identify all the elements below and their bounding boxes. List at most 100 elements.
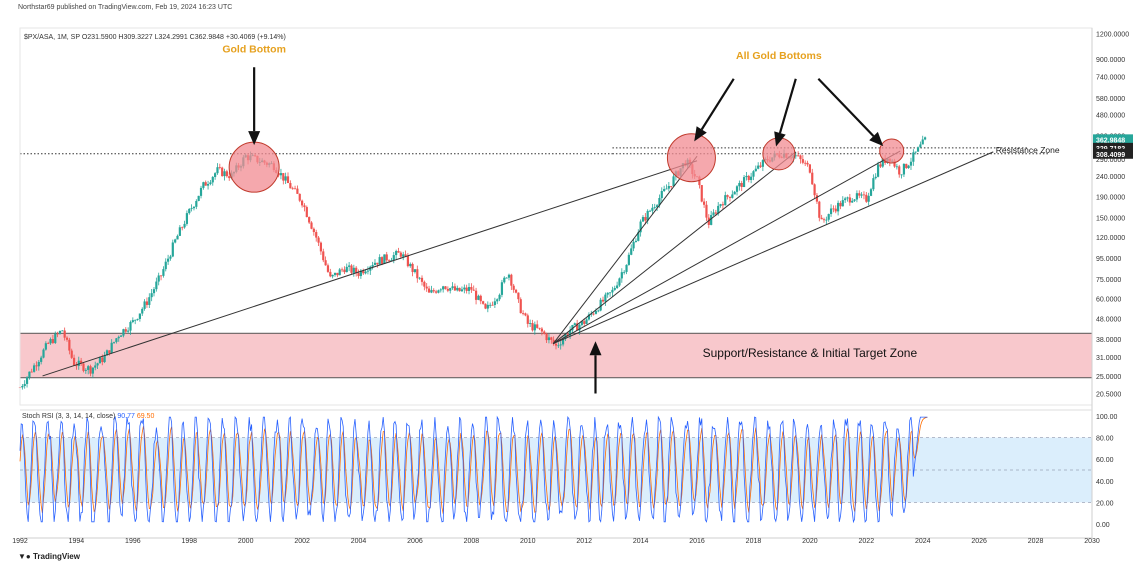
candle-body (538, 327, 541, 329)
y-tick-label: 480.0000 (1096, 113, 1125, 120)
candle-body (484, 303, 487, 309)
trendline (552, 151, 797, 345)
y-tick-label: 740.0000 (1096, 74, 1125, 81)
candle-body (75, 365, 78, 367)
candle-body (837, 202, 840, 212)
candle-body (286, 176, 290, 184)
candle-body (340, 269, 344, 271)
candle-body (122, 329, 125, 336)
candle-body (94, 365, 97, 368)
stoch-k-line (19, 415, 928, 524)
candle-body (96, 363, 99, 366)
x-tick-label: 2012 (576, 538, 592, 545)
candle-body (453, 286, 457, 291)
annotation-label: Gold Bottom (222, 43, 286, 55)
candle-body (627, 254, 630, 265)
candle-body (28, 371, 31, 378)
candle-body (329, 271, 332, 277)
candle-body (630, 248, 633, 255)
candle-body (54, 333, 57, 343)
gold-bottom-circle (879, 138, 905, 164)
tv-logo-text: TradingView (32, 552, 80, 561)
candle-body (458, 287, 461, 292)
candle-body (164, 261, 167, 270)
candle-body (199, 187, 203, 196)
candle-body (583, 321, 586, 324)
candle-body (750, 176, 753, 180)
candle-body (710, 215, 713, 225)
candle-body (298, 193, 301, 201)
candle-body (68, 339, 71, 351)
candle-body (733, 191, 736, 195)
x-tick-label: 2024 (915, 538, 931, 545)
candle-body (371, 265, 374, 267)
candle-body (155, 281, 158, 290)
candle-body (49, 339, 52, 344)
candle-body (355, 267, 358, 273)
candle-body (529, 323, 532, 324)
candle-body (489, 304, 492, 306)
candle-body (301, 200, 304, 206)
candle-body (385, 254, 388, 261)
publish-header: Northstar69 published on TradingView.com… (18, 4, 233, 11)
candle-body (559, 344, 562, 346)
candle-body (218, 167, 221, 169)
candle-body (112, 341, 116, 343)
candle-body (397, 250, 400, 253)
annotation-arrow-head (774, 131, 786, 147)
candle-body (293, 188, 297, 190)
candle-body (331, 274, 334, 277)
candle-body (721, 204, 725, 206)
candle-body (44, 343, 47, 350)
annotation-arrow-head (694, 126, 707, 142)
candle-body (514, 289, 518, 293)
candle-body (359, 270, 362, 277)
candle-body (825, 219, 828, 221)
candle-body (907, 165, 910, 169)
candle-body (479, 295, 482, 302)
candle-body (206, 183, 210, 186)
candle-body (383, 254, 386, 264)
candle-body (912, 152, 915, 162)
candle-body (641, 217, 645, 222)
candle-body (336, 272, 339, 276)
candle-body (804, 162, 807, 164)
trendline (552, 151, 994, 345)
candle-body (639, 221, 642, 233)
candle-body (738, 182, 741, 187)
candle-body (84, 369, 87, 371)
x-tick-label: 2018 (746, 538, 762, 545)
candle-body (493, 301, 496, 305)
candle-body (921, 139, 924, 145)
candle-body (82, 363, 85, 371)
candle-body (844, 198, 847, 201)
candle-body (860, 194, 863, 196)
candle-body (362, 270, 365, 274)
candle-body (291, 188, 294, 190)
gold-bottom-circle (228, 141, 280, 193)
annotation-arrow-head (869, 131, 884, 147)
candle-body (851, 200, 854, 203)
candle-body (23, 383, 26, 386)
candle-body (439, 289, 442, 291)
x-tick-label: 1998 (181, 538, 197, 545)
candle-body (310, 222, 313, 229)
candle-body (416, 269, 419, 279)
gold-bottom-circle (666, 133, 716, 183)
y-tick-label: 48.0000 (1096, 316, 1121, 323)
candle-body (552, 339, 555, 344)
tradingview-logo: ▼● TradingView (18, 552, 80, 561)
candle-body (305, 207, 308, 218)
candle-body (726, 195, 729, 197)
candle-body (51, 339, 55, 343)
candle-body (512, 285, 515, 290)
candle-body (703, 201, 706, 205)
candle-body (56, 333, 59, 335)
candle-body (148, 297, 151, 305)
candle-body (138, 313, 141, 319)
candle-body (496, 299, 499, 302)
y-tick-label: 190.0000 (1096, 195, 1125, 202)
candle-body (846, 197, 849, 199)
candle-body (757, 165, 760, 169)
